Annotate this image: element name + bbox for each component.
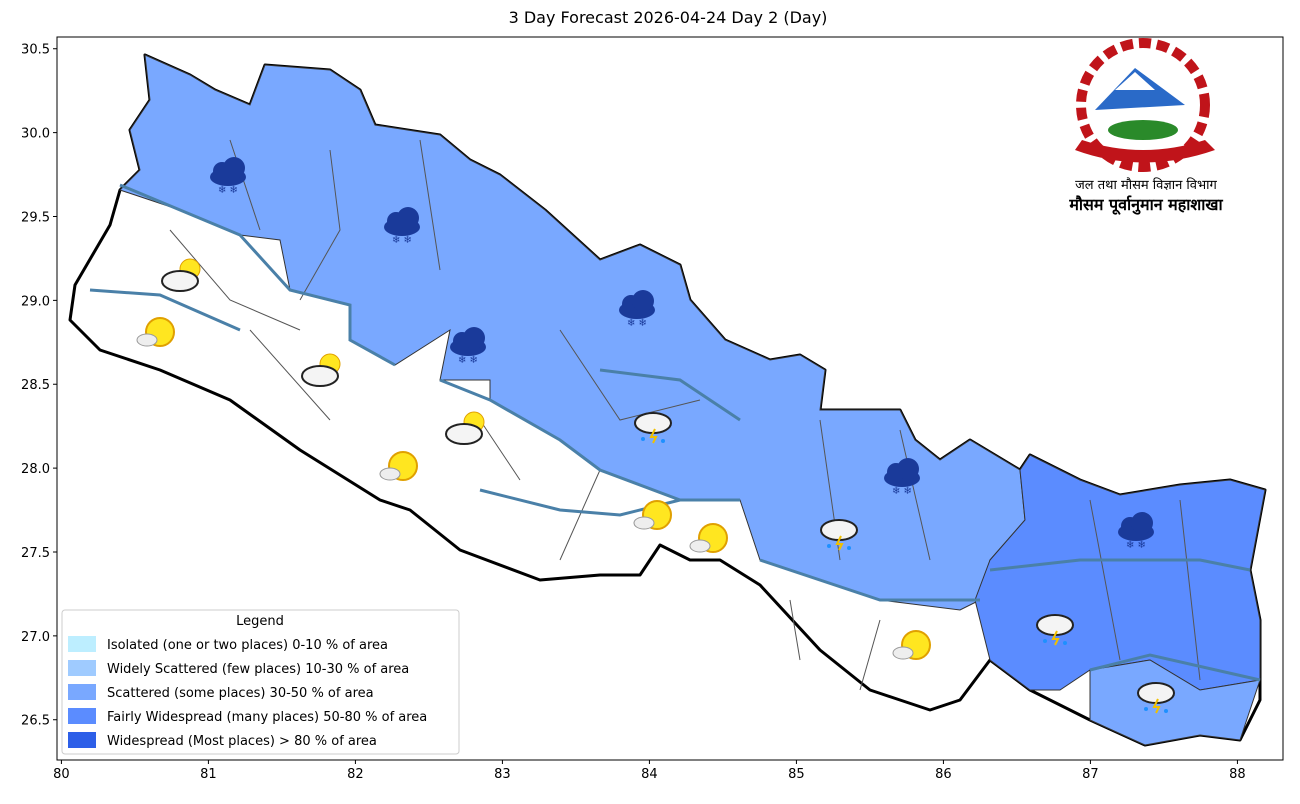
legend-label: Fairly Widespread (many places) 50-80 % …: [107, 710, 427, 725]
y-tick-label: 27.0: [21, 630, 50, 645]
y-tick-label: 30.0: [21, 127, 50, 142]
x-tick-label: 82: [347, 767, 364, 782]
x-tick-label: 87: [1082, 767, 1099, 782]
y-tick-label: 29.0: [21, 294, 50, 309]
river-lines: [89, 183, 1261, 682]
y-tick-label: 30.5: [21, 43, 50, 58]
legend-box: [61, 609, 460, 755]
legend-swatch: [68, 732, 96, 748]
y-tick-label: 29.5: [21, 210, 50, 225]
legend-label: Scattered (some places) 30-50 % of area: [107, 686, 374, 701]
department-name: जल तथा मौसम विज्ञान विभाग: [1075, 177, 1217, 193]
legend-swatch: [68, 684, 96, 700]
legend: Legend Isolated (one or two places) 0-10…: [61, 609, 460, 755]
emblem: [1075, 38, 1215, 172]
map-title: 3 Day Forecast 2026-04-24 Day 2 (Day): [509, 8, 828, 27]
y-tick-label: 28.0: [21, 462, 50, 477]
x-tick-label: 83: [494, 767, 511, 782]
legend-label: Widely Scattered (few places) 10-30 % of…: [107, 662, 409, 677]
y-tick-label: 28.5: [21, 378, 50, 393]
legend-label: Widespread (Most places) > 80 % of area: [107, 734, 377, 749]
scattered-region-southeast: [1089, 659, 1261, 746]
legend-label: Isolated (one or two places) 0-10 % of a…: [107, 638, 388, 653]
x-tick-label: 84: [641, 767, 658, 782]
x-tick-label: 85: [788, 767, 805, 782]
legend-title: Legend: [236, 614, 284, 629]
x-tick-label: 80: [53, 767, 70, 782]
plot-frame: [56, 36, 1284, 761]
legend-swatch: [68, 708, 96, 724]
x-tick-label: 81: [200, 767, 217, 782]
y-tick-label: 27.5: [21, 546, 50, 561]
division-name: मौसम पूर्वानुमान महाशाखा: [1068, 195, 1223, 215]
district-lines: [169, 139, 1201, 691]
x-tick-label: 88: [1229, 767, 1246, 782]
legend-swatch: [68, 660, 96, 676]
y-tick-label: 26.5: [21, 714, 50, 729]
legend-swatch: [68, 636, 96, 652]
x-tick-label: 86: [935, 767, 952, 782]
